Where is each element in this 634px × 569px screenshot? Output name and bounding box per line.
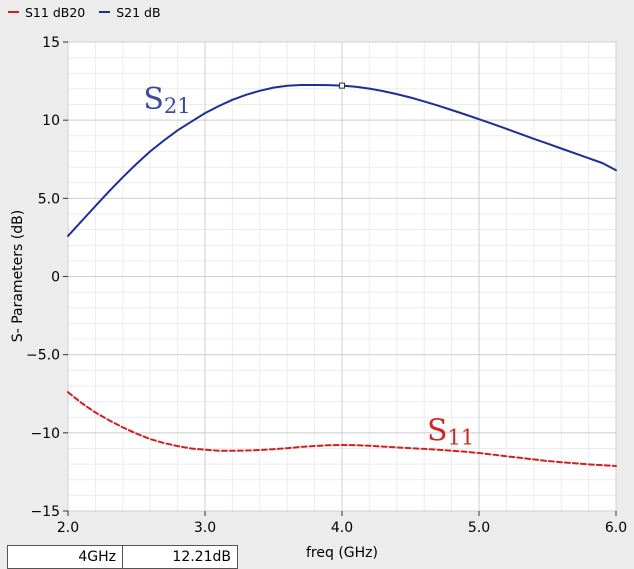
y-tick-label: 15 xyxy=(42,35,60,51)
cursor-marker[interactable] xyxy=(339,82,345,89)
x-axis-label: freq (GHz) xyxy=(306,545,378,561)
y-tick-label: −10 xyxy=(30,426,60,442)
x-tick-label: 6.0 xyxy=(605,520,627,536)
legend-swatch-s21 xyxy=(99,11,111,13)
curve-annotation-s11: S11 xyxy=(427,414,474,450)
annotation-layer: S21 S11 xyxy=(143,82,474,449)
y-tick-label: −5.0 xyxy=(26,348,60,364)
legend-item-s21[interactable]: S21 dB xyxy=(99,4,161,20)
curve-annotation-s21: S21 xyxy=(143,82,190,118)
legend-label-s21: S21 dB xyxy=(116,4,161,20)
y-tick-label: −15 xyxy=(30,504,60,520)
y-tick-label: 10 xyxy=(42,113,60,129)
y-axis-label: S- Parameters (dB) xyxy=(10,210,26,342)
x-tick-label: 2.0 xyxy=(57,520,79,536)
x-tick-label: 5.0 xyxy=(468,520,490,536)
legend-item-s11[interactable]: S11 dB20 xyxy=(8,5,85,20)
y-tick-label: 5.0 xyxy=(38,191,60,207)
legend-label-s11: S11 dB20 xyxy=(25,4,86,20)
series-layer xyxy=(67,82,617,467)
readout-x-value: 4GHz xyxy=(8,546,123,568)
y-tick-label: 0 xyxy=(51,270,60,286)
readout-y-value: 12.21dB xyxy=(172,549,231,565)
series-line-s11[interactable] xyxy=(67,391,617,467)
cursor-readout: 4GHz 12.21dB xyxy=(7,545,238,569)
chart-legend: S11 dB20 S21 dB xyxy=(0,0,634,24)
x-tick-label: 3.0 xyxy=(194,520,216,536)
y-axis-ticks: 15 10 5.0 0 −5.0 −10 −15 xyxy=(26,35,68,520)
x-tick-label: 4.0 xyxy=(331,520,353,536)
x-axis-ticks: 2.0 3.0 4.0 5.0 6.0 xyxy=(57,511,627,536)
legend-swatch-s11 xyxy=(8,11,19,13)
